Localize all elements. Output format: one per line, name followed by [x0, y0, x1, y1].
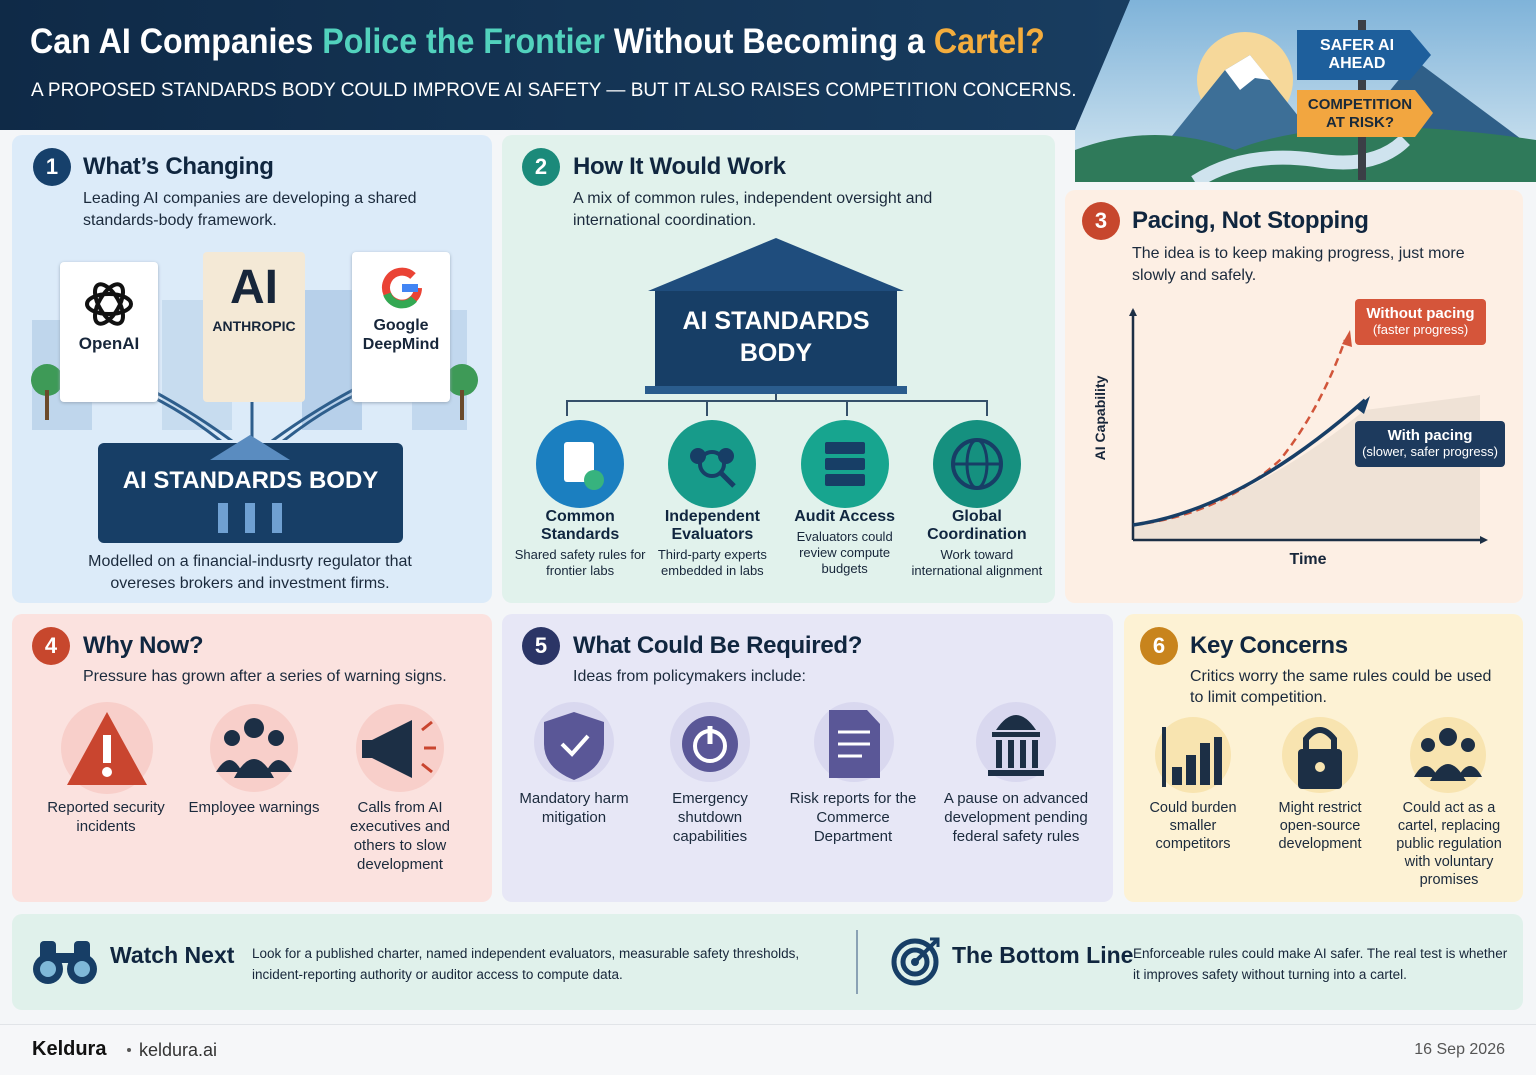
section-text: The idea is to keep making progress, jus…	[1132, 245, 1465, 284]
brand: Keldura	[32, 1038, 107, 1060]
item-text: Third-party experts embedded in labs	[657, 547, 767, 578]
section-text: Pressure has grown after a series of war…	[83, 668, 447, 685]
item-title: Global Coordination	[927, 508, 1027, 543]
item: Global Coordination Work toward internati…	[911, 420, 1043, 600]
section-text: A mix of common rules, independent overs…	[573, 190, 933, 229]
y-axis-label: AI Capability	[1092, 375, 1108, 461]
logo-name: ANTHROPIC	[212, 318, 296, 334]
standards-body: AI STANDARDS BODY	[98, 435, 403, 543]
item-label: Reported security incidents	[47, 799, 165, 835]
item-label: Calls from AI executives and others to s…	[349, 799, 451, 873]
item-text: Shared safety rules for frontier labs	[514, 547, 646, 578]
landscape	[1075, 0, 1536, 182]
google-logo	[382, 267, 422, 309]
title-lead: Can AI Companies	[30, 22, 314, 61]
item-icon	[668, 420, 757, 508]
target-icon	[891, 937, 940, 986]
annotation-note: (faster progress)	[1372, 322, 1469, 337]
item: Common Standards Shared safety rules for …	[514, 420, 646, 600]
sign-text: SAFER AI AHEAD	[1319, 37, 1395, 72]
item-text: Evaluators could review compute budgets	[796, 529, 893, 576]
date: 16 Sep 2026	[1414, 1041, 1505, 1058]
item-title: Common Standards	[541, 508, 620, 543]
section-note: Modelled on a financial-indusrty regulat…	[88, 553, 412, 592]
strip-text: Look for a published charter, named inde…	[252, 946, 800, 982]
sign-text: COMPETITION AT RISK?	[1307, 96, 1413, 131]
body-label: AI STANDARDS BODY	[122, 467, 379, 494]
section-title: How It Would Work	[573, 153, 786, 180]
logo-mark: AI	[230, 261, 278, 314]
logo-name: Google DeepMind	[362, 317, 440, 353]
item-title: Audit Access	[794, 508, 896, 525]
subtitle: A PROPOSED STANDARDS BODY COULD IMPROVE …	[31, 80, 1077, 101]
item-label: Mandatory harm mitigation	[519, 790, 629, 826]
section-title: What’s Changing	[83, 153, 274, 180]
section-text: Leading AI companies are developing a sh…	[83, 190, 417, 229]
item-icon	[536, 420, 625, 508]
building-diagram	[566, 238, 988, 416]
strip-title: The Bottom Line	[952, 942, 1134, 968]
with-pacing-curve	[1132, 398, 1367, 527]
item-label: Could act as a cartel, replacing public …	[1396, 800, 1502, 888]
openai-logo	[85, 282, 133, 326]
site: keldura.ai	[139, 1040, 218, 1060]
annotation: Without pacing (faster progress)	[1355, 299, 1486, 345]
item-label: A pause on advanced development pending …	[943, 790, 1089, 845]
icons	[534, 702, 1056, 782]
item-icon	[800, 420, 889, 508]
section-text: Critics worry the same rules could be us…	[1190, 668, 1492, 706]
icons	[1155, 717, 1486, 793]
item-label: Risk reports for the Commerce Department	[789, 790, 917, 845]
x-axis-label: Time	[1289, 551, 1327, 568]
body-label: AI STANDARDS BODY	[682, 307, 870, 367]
section-number: 6	[1140, 627, 1178, 665]
item-label: Employee warnings	[188, 799, 320, 816]
section-title: Why Now?	[83, 632, 204, 659]
annotation: With pacing (slower, safer progress)	[1355, 421, 1505, 467]
annotation-title: With pacing	[1387, 427, 1473, 444]
section-number: 2	[522, 148, 560, 186]
section-number: 5	[522, 627, 560, 665]
strip-text: Enforceable rules could make AI safer. T…	[1133, 946, 1508, 982]
logo-card: OpenAI	[60, 262, 158, 402]
annotation-note: (slower, safer progress)	[1362, 444, 1498, 459]
icons	[61, 702, 444, 794]
item-label: Might restrict open-source development	[1278, 800, 1362, 852]
item-label: Could burden smaller competitors	[1149, 800, 1237, 852]
strip-title: Watch Next	[110, 942, 235, 968]
item-row: Common Standards Shared safety rules for …	[502, 420, 1055, 600]
separator-dot	[127, 1048, 131, 1052]
section-number: 4	[32, 627, 70, 665]
logo-card: AI ANTHROPIC	[203, 252, 305, 402]
item-icon	[932, 420, 1021, 508]
item-title: Independent Evaluators	[664, 508, 760, 543]
logo-name: OpenAI	[78, 334, 140, 353]
main-title: Can AI Companies Police the Frontier Wit…	[30, 22, 1045, 62]
annotation-title: Without pacing	[1366, 305, 1475, 322]
item-label: Emergency shutdown capabilities	[672, 790, 748, 845]
item: Independent Evaluators Third-party expert…	[646, 420, 778, 600]
building-icon	[210, 435, 290, 533]
takeaway-strip	[12, 914, 1523, 1010]
section-text: Ideas from policymakers include:	[573, 668, 806, 685]
title-end: Cartel?	[933, 22, 1045, 61]
title-middle: Without Becoming a	[613, 22, 925, 61]
section-title: What Could Be Required?	[573, 632, 863, 659]
without-pacing-curve	[1132, 339, 1347, 527]
divider	[856, 930, 858, 994]
logo-card: Google DeepMind	[352, 252, 450, 402]
section-number: 3	[1082, 202, 1120, 240]
footer	[0, 1024, 1536, 1075]
section-title: Pacing, Not Stopping	[1132, 207, 1369, 234]
title-highlight: Police the Frontier	[322, 22, 605, 61]
section-title: Key Concerns	[1190, 632, 1348, 659]
item-text: Work toward international alignment	[911, 547, 1043, 578]
binoculars-icon	[33, 941, 97, 984]
section-number: 1	[33, 148, 71, 186]
item: Audit Access Evaluators could review comp…	[779, 420, 911, 600]
